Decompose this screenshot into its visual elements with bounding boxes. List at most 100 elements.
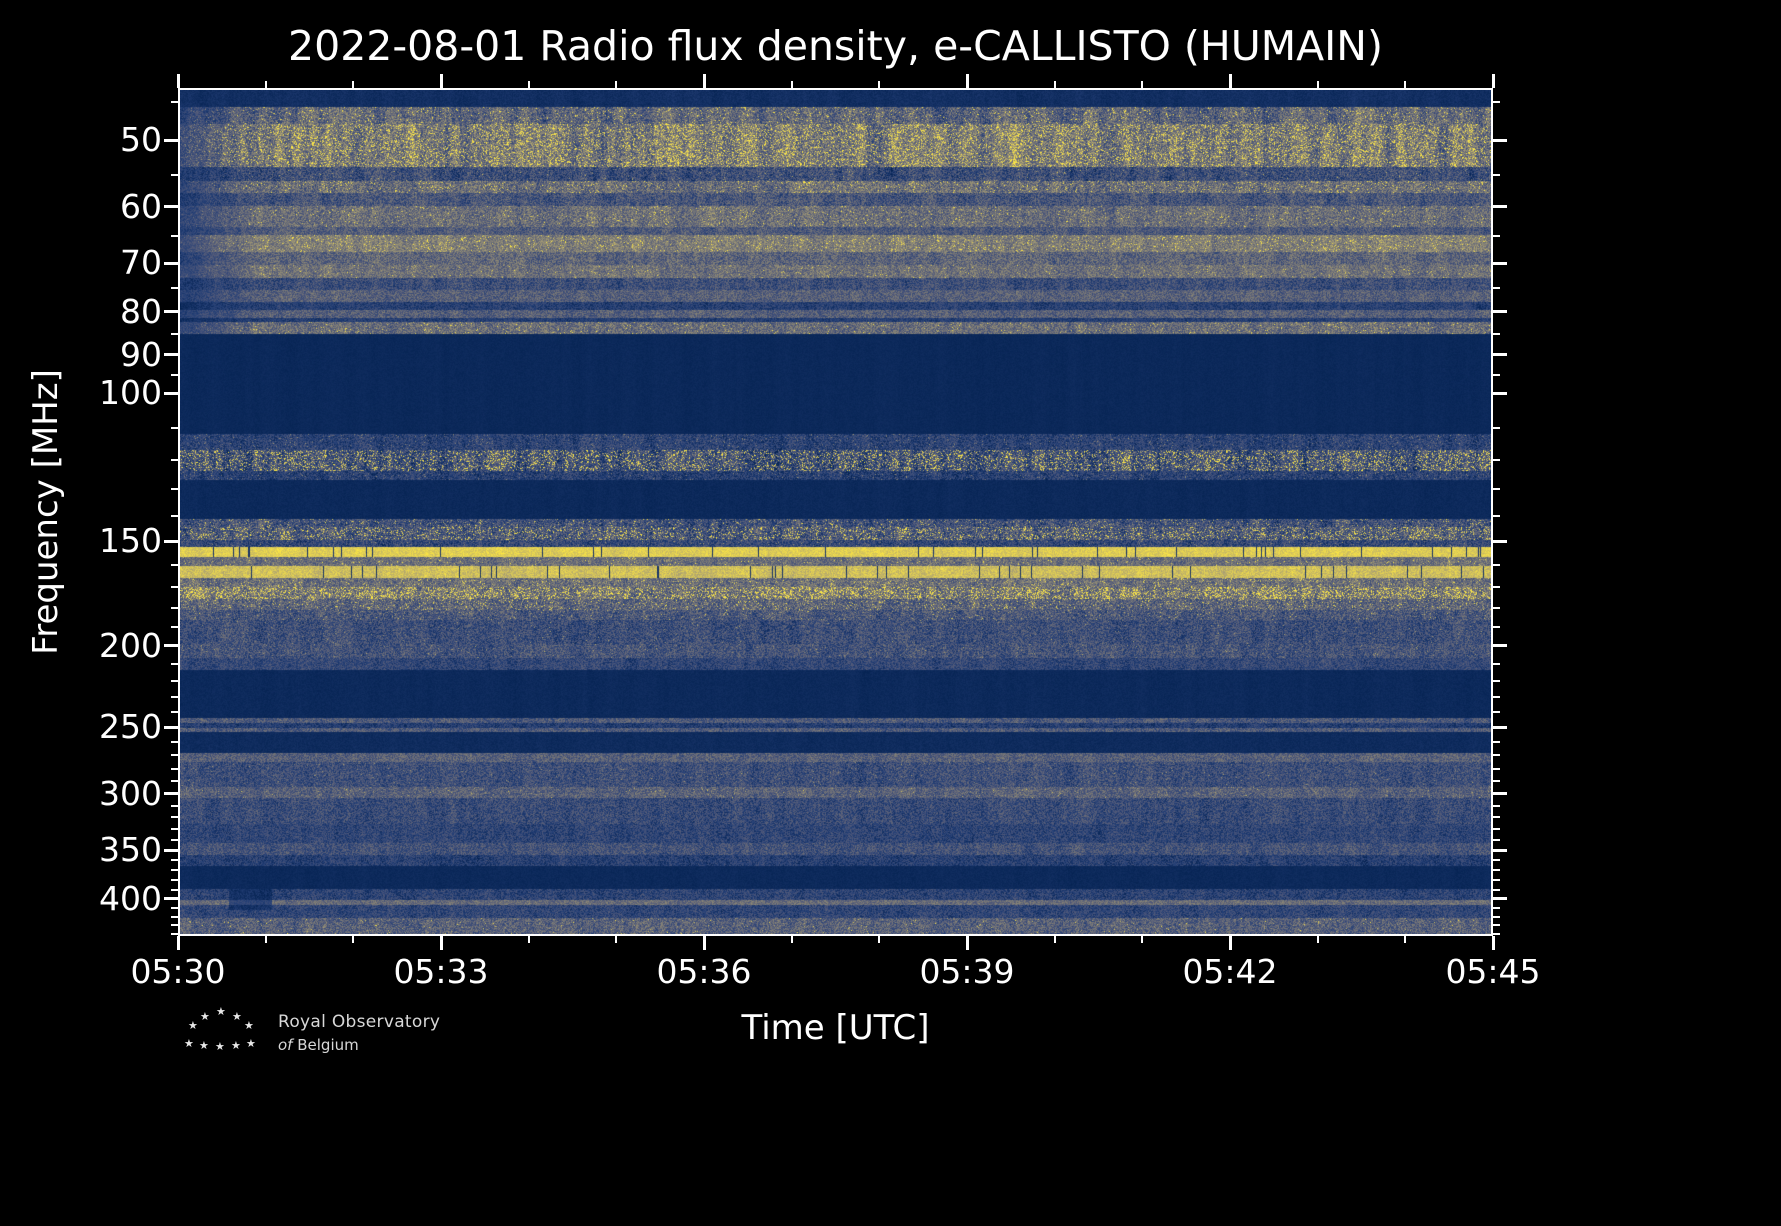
y-minor-tick (171, 101, 178, 104)
y-minor-tick-right (1493, 514, 1500, 517)
y-minor-tick-right (1493, 626, 1500, 629)
x-major-tick-top (176, 74, 180, 88)
y-minor-tick (171, 458, 178, 461)
y-minor-tick-right (1493, 754, 1500, 757)
y-minor-tick-right (1493, 332, 1500, 335)
x-major-tick (1228, 936, 1232, 950)
y-tick-label: 100 (99, 373, 162, 413)
y-minor-tick-right (1493, 804, 1500, 807)
x-major-tick-top (965, 74, 969, 88)
y-minor-tick-right (1493, 827, 1500, 830)
x-axis-label: Time [UTC] (741, 1008, 930, 1048)
y-minor-tick-right (1493, 487, 1500, 490)
y-minor-tick (171, 174, 178, 177)
y-minor-tick-right (1493, 740, 1500, 743)
x-tick-label: 05:39 (919, 952, 1015, 991)
y-major-tick (164, 848, 178, 852)
y-minor-tick-right (1493, 426, 1500, 429)
x-tick-label: 05:36 (656, 952, 752, 991)
y-minor-tick-right (1493, 816, 1500, 819)
y-minor-tick (171, 827, 178, 830)
y-major-tick-right (1493, 792, 1507, 796)
logo-line1: Royal Observatory (278, 1012, 441, 1032)
y-minor-tick-right (1493, 906, 1500, 909)
star-icon: ★ (231, 1039, 241, 1052)
logo-line2-of: of (278, 1036, 293, 1054)
x-tick-label: 05:42 (1182, 952, 1278, 991)
y-major-tick (164, 310, 178, 314)
y-minor-tick-right (1493, 915, 1500, 918)
y-major-tick (164, 353, 178, 357)
x-major-tick (965, 936, 969, 950)
x-minor-tick-top (1316, 81, 1319, 88)
y-tick-label: 250 (99, 707, 162, 747)
y-tick-label: 50 (120, 120, 162, 160)
y-major-tick (164, 391, 178, 395)
spectrogram-canvas (180, 90, 1491, 934)
x-minor-tick (352, 936, 355, 943)
y-major-tick (164, 792, 178, 796)
y-minor-tick (171, 606, 178, 609)
y-major-tick-right (1493, 310, 1507, 314)
x-minor-tick-top (1141, 81, 1144, 88)
x-major-tick (439, 936, 443, 950)
y-minor-tick-right (1493, 695, 1500, 698)
x-minor-tick-top (790, 81, 793, 88)
y-minor-tick (171, 487, 178, 490)
y-tick-label: 60 (120, 186, 162, 226)
logo-line2: of Belgium (278, 1036, 440, 1054)
y-tick-label: 300 (99, 773, 162, 813)
y-minor-tick-right (1493, 373, 1500, 376)
logo-line2-belgium: Belgium (297, 1036, 359, 1054)
y-minor-tick (171, 767, 178, 770)
y-minor-tick (171, 514, 178, 517)
y-minor-tick-right (1493, 287, 1500, 290)
y-major-tick (164, 725, 178, 729)
y-major-tick-right (1493, 897, 1507, 901)
x-minor-tick-top (1053, 81, 1056, 88)
y-minor-tick-right (1493, 780, 1500, 783)
rob-logo: ★ ★ ★ ★ ★ ★ ★ ★ ★ ★ Royal Observatory of… (182, 1006, 542, 1068)
y-minor-tick-right (1493, 101, 1500, 104)
y-minor-tick (171, 740, 178, 743)
y-minor-tick-right (1493, 767, 1500, 770)
y-minor-tick (171, 695, 178, 698)
x-minor-tick (1053, 936, 1056, 943)
y-tick-label: 150 (99, 521, 162, 561)
y-major-tick-right (1493, 539, 1507, 543)
y-minor-tick (171, 888, 178, 891)
y-minor-tick (171, 816, 178, 819)
y-minor-tick (171, 585, 178, 588)
y-minor-tick-right (1493, 888, 1500, 891)
y-minor-tick (171, 373, 178, 376)
star-icon: ★ (216, 1005, 226, 1018)
x-major-tick-top (439, 74, 443, 88)
plot-area (178, 88, 1493, 936)
y-minor-tick-right (1493, 662, 1500, 665)
x-minor-tick (878, 936, 881, 943)
y-major-tick (164, 539, 178, 543)
y-minor-tick (171, 838, 178, 841)
y-tick-label: 80 (120, 291, 162, 331)
x-minor-tick (1404, 936, 1407, 943)
y-major-tick (164, 644, 178, 648)
star-icon: ★ (244, 1019, 254, 1032)
y-minor-tick (171, 879, 178, 882)
star-icon: ★ (215, 1040, 225, 1053)
x-major-tick (176, 936, 180, 950)
y-major-tick-right (1493, 261, 1507, 265)
y-minor-tick (171, 804, 178, 807)
logo-stars: ★ ★ ★ ★ ★ ★ ★ ★ ★ ★ (182, 1006, 262, 1056)
star-icon: ★ (232, 1010, 242, 1023)
y-minor-tick (171, 426, 178, 429)
y-major-tick (164, 261, 178, 265)
y-minor-tick (171, 235, 178, 238)
star-icon: ★ (200, 1010, 210, 1023)
x-tick-label: 05:45 (1445, 952, 1541, 991)
x-minor-tick (615, 936, 618, 943)
y-minor-tick-right (1493, 869, 1500, 872)
y-tick-label: 70 (120, 243, 162, 283)
x-minor-tick (1141, 936, 1144, 943)
y-minor-tick-right (1493, 606, 1500, 609)
